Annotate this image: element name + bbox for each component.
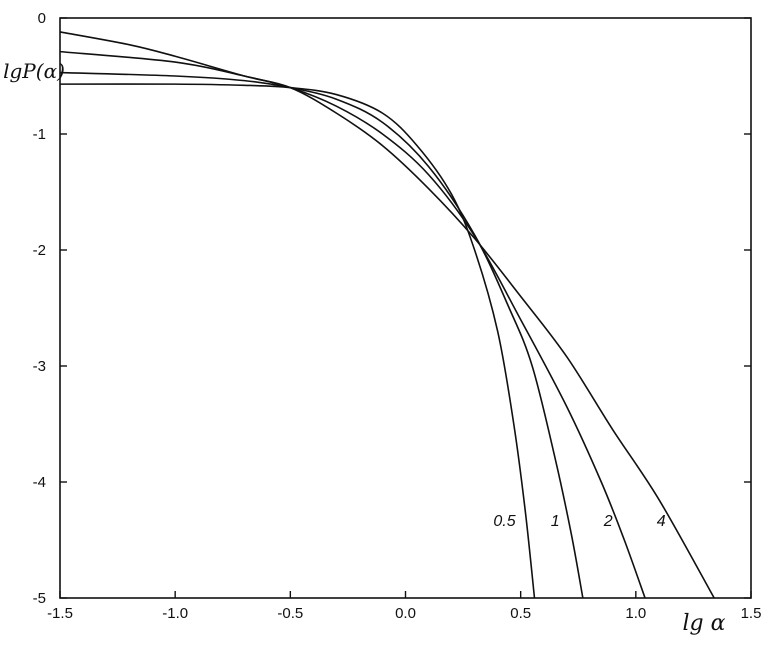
y-tick-label: -2 bbox=[33, 242, 46, 259]
plot-frame bbox=[59, 17, 752, 599]
y-tick-label: -3 bbox=[33, 358, 46, 375]
x-tick-label: -0.5 bbox=[277, 605, 303, 622]
y-axis-ticks: 0 -1 -2 -3 -4 -5 bbox=[33, 10, 751, 607]
series-labels: 0.5 1 2 4 bbox=[493, 513, 665, 530]
series-line-0.5 bbox=[59, 83, 536, 599]
x-axis-label: lg α bbox=[683, 611, 726, 636]
series-label-0.5: 0.5 bbox=[493, 513, 515, 530]
x-tick-label: -1.0 bbox=[162, 605, 188, 622]
y-tick-label: 0 bbox=[38, 10, 46, 27]
series-line-4 bbox=[59, 31, 715, 599]
x-tick-label: 0.0 bbox=[395, 605, 416, 622]
series-label-1: 1 bbox=[551, 513, 560, 530]
x-axis-ticks: -1.5 -1.0 -0.5 0.0 0.5 1.0 1.5 bbox=[47, 591, 761, 622]
y-tick-label: -4 bbox=[33, 474, 46, 491]
x-tick-label: 1.5 bbox=[741, 605, 762, 622]
series-label-4: 4 bbox=[657, 513, 666, 530]
series-lines bbox=[59, 31, 715, 599]
series-line-1 bbox=[59, 71, 584, 599]
x-tick-label: 0.5 bbox=[510, 605, 531, 622]
y-tick-label: -5 bbox=[33, 590, 46, 607]
plot-area-frame bbox=[59, 17, 752, 599]
x-tick-label: 1.0 bbox=[625, 605, 646, 622]
y-axis-label: lgP(α) bbox=[3, 59, 65, 83]
x-tick-label: -1.5 bbox=[47, 605, 73, 622]
y-tick-label: -1 bbox=[33, 126, 46, 143]
series-label-2: 2 bbox=[603, 513, 613, 530]
